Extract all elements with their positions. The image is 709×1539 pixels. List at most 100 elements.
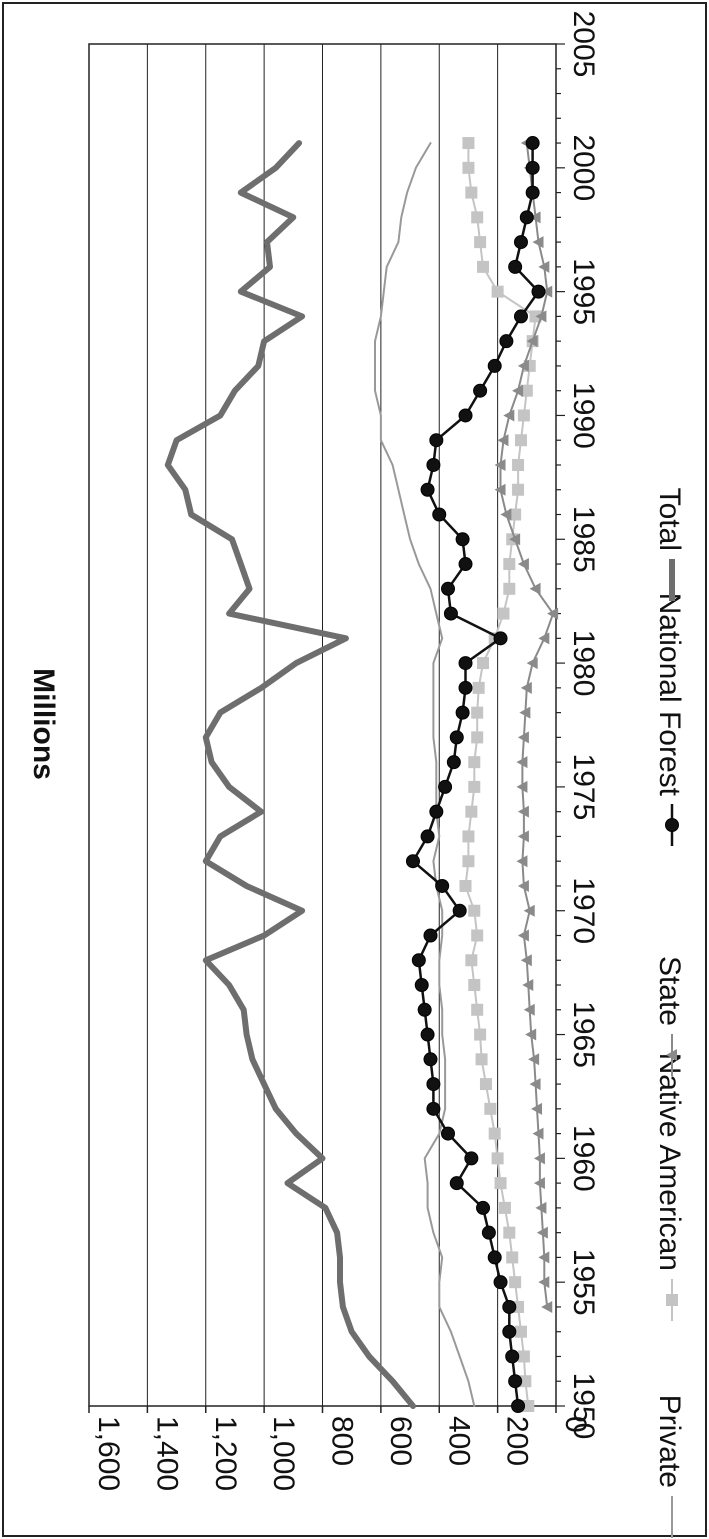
x-tick-label: 1965 <box>567 1001 600 1068</box>
data-point <box>522 979 534 992</box>
data-point <box>494 458 506 471</box>
x-tick-label: 1950 <box>567 1373 600 1440</box>
data-point <box>538 1276 550 1289</box>
legend-item-native-american: Native American <box>653 1053 686 1321</box>
legend-label: State <box>653 956 686 1026</box>
data-point <box>443 606 458 621</box>
data-point <box>411 953 426 968</box>
data-point <box>426 1101 441 1116</box>
data-point <box>488 1127 501 1140</box>
data-point <box>462 161 475 174</box>
series-line-national-forest <box>411 141 540 1408</box>
data-point <box>503 582 516 595</box>
legend-marker <box>666 1294 678 1306</box>
data-point <box>533 1152 545 1165</box>
data-point <box>491 285 504 298</box>
data-point <box>536 1226 548 1239</box>
data-point <box>517 558 529 571</box>
y-tick-label: 1,400 <box>150 1416 183 1491</box>
data-point <box>525 160 540 175</box>
data-point <box>529 211 541 224</box>
data-point <box>503 558 516 571</box>
data-point <box>509 1276 522 1289</box>
data-point <box>471 706 484 719</box>
y-tick-label: 0 <box>559 1416 592 1433</box>
x-tick-label: 1970 <box>567 877 600 944</box>
data-point <box>417 1002 432 1017</box>
y-axis: 0 200 400 600 800 1,000 1,200 1,400 1,600 <box>88 1406 592 1491</box>
series-total <box>164 140 416 1409</box>
data-point <box>506 1251 519 1264</box>
data-point <box>525 1028 537 1041</box>
data-point <box>494 1177 507 1190</box>
data-point <box>471 211 484 224</box>
series-group <box>164 136 559 1413</box>
series-native-american <box>459 137 542 1412</box>
data-point <box>500 508 512 521</box>
data-point <box>438 779 453 794</box>
data-point <box>449 730 464 745</box>
legend-item-private: Private <box>653 1395 686 1538</box>
data-point <box>477 657 490 670</box>
data-point <box>529 1078 541 1091</box>
data-point <box>547 607 559 620</box>
data-point <box>476 1200 491 1215</box>
data-point <box>528 1053 540 1066</box>
data-point <box>446 755 461 770</box>
data-point <box>503 409 515 422</box>
data-point <box>452 903 467 918</box>
x-tick-label: 1955 <box>567 1249 600 1316</box>
data-point <box>509 508 522 521</box>
y-tick-label: 1,600 <box>92 1416 125 1491</box>
data-point <box>517 805 529 818</box>
data-point <box>525 136 540 151</box>
data-point <box>458 557 473 572</box>
data-point <box>468 904 481 917</box>
data-point <box>473 383 488 398</box>
data-point <box>516 855 528 868</box>
data-point <box>462 137 475 150</box>
y-tick-label: 1,000 <box>267 1416 300 1491</box>
data-point <box>474 236 487 249</box>
data-point <box>517 1350 530 1363</box>
grid <box>88 44 557 1406</box>
data-point <box>541 285 553 298</box>
data-point <box>505 1349 520 1364</box>
data-point <box>432 507 447 522</box>
data-point <box>468 780 481 793</box>
data-point <box>514 1325 527 1338</box>
x-tick-label: 1995 <box>567 258 600 325</box>
data-point <box>479 1078 492 1091</box>
data-point <box>512 458 525 471</box>
legend-label: Private <box>653 1395 686 1488</box>
data-point <box>426 1077 441 1092</box>
data-point <box>426 457 441 472</box>
data-point <box>498 1201 511 1214</box>
legend-label: Total <box>653 488 686 551</box>
data-point <box>474 1028 487 1041</box>
x-tick-label: 2000 <box>567 134 600 201</box>
data-point <box>494 483 506 496</box>
data-point <box>532 236 544 249</box>
data-point <box>519 210 534 225</box>
data-point <box>526 335 538 348</box>
data-point <box>509 533 521 546</box>
legend: Private Native American State National Fore… <box>653 488 686 1538</box>
y-tick-label: 200 <box>501 1416 534 1466</box>
data-point <box>455 705 470 720</box>
data-point <box>538 260 550 273</box>
series-line-total <box>164 140 416 1409</box>
data-point <box>519 706 531 719</box>
data-point <box>420 829 435 844</box>
data-point <box>471 1003 484 1016</box>
data-point <box>468 979 481 992</box>
data-point <box>423 1052 438 1067</box>
data-point <box>535 1201 547 1214</box>
data-point <box>487 1250 502 1265</box>
x-tick-label: 1985 <box>567 506 600 573</box>
data-point <box>455 532 470 547</box>
data-point <box>475 1053 488 1066</box>
x-tick-label: 1975 <box>567 754 600 821</box>
data-point <box>523 1003 535 1016</box>
